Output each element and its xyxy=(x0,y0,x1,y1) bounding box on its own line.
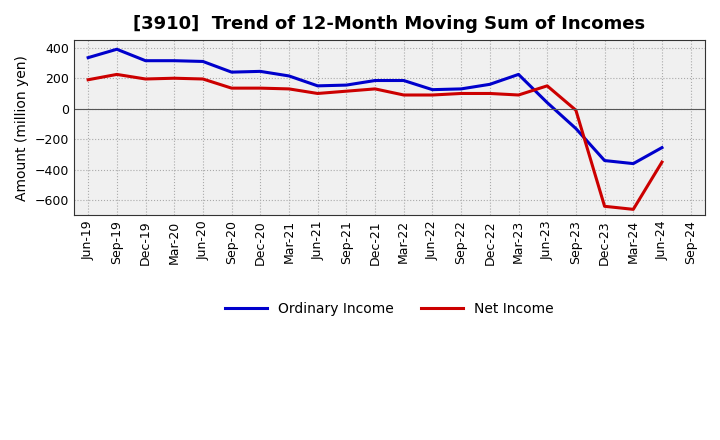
Net Income xyxy=(228,85,236,91)
Net Income xyxy=(141,77,150,82)
Net Income xyxy=(284,86,293,92)
Net Income xyxy=(199,77,207,82)
Ordinary Income xyxy=(629,161,638,166)
Ordinary Income xyxy=(485,82,494,87)
Title: [3910]  Trend of 12-Month Moving Sum of Incomes: [3910] Trend of 12-Month Moving Sum of I… xyxy=(133,15,645,33)
Net Income xyxy=(514,92,523,98)
Ordinary Income xyxy=(199,59,207,64)
Line: Ordinary Income: Ordinary Income xyxy=(88,49,662,164)
Ordinary Income xyxy=(170,58,179,63)
Ordinary Income xyxy=(342,82,351,88)
Ordinary Income xyxy=(543,100,552,105)
Ordinary Income xyxy=(456,86,465,92)
Ordinary Income xyxy=(600,158,609,163)
Net Income xyxy=(256,85,265,91)
Ordinary Income xyxy=(572,126,580,131)
Ordinary Income xyxy=(84,55,92,60)
Ordinary Income xyxy=(428,87,437,92)
Ordinary Income xyxy=(284,73,293,79)
Ordinary Income xyxy=(371,78,379,83)
Net Income xyxy=(428,92,437,98)
Net Income xyxy=(371,86,379,92)
Ordinary Income xyxy=(141,58,150,63)
Net Income xyxy=(629,207,638,212)
Net Income xyxy=(485,91,494,96)
Net Income xyxy=(456,91,465,96)
Net Income xyxy=(313,91,322,96)
Net Income xyxy=(400,92,408,98)
Net Income xyxy=(342,88,351,94)
Y-axis label: Amount (million yen): Amount (million yen) xyxy=(15,55,29,201)
Net Income xyxy=(600,204,609,209)
Net Income xyxy=(84,77,92,82)
Net Income xyxy=(112,72,121,77)
Ordinary Income xyxy=(514,72,523,77)
Net Income xyxy=(170,76,179,81)
Legend: Ordinary Income, Net Income: Ordinary Income, Net Income xyxy=(220,296,559,321)
Ordinary Income xyxy=(256,69,265,74)
Ordinary Income xyxy=(657,145,666,150)
Ordinary Income xyxy=(313,83,322,88)
Ordinary Income xyxy=(400,78,408,83)
Ordinary Income xyxy=(112,47,121,52)
Net Income xyxy=(657,159,666,165)
Net Income xyxy=(572,108,580,113)
Net Income xyxy=(543,83,552,88)
Ordinary Income xyxy=(228,70,236,75)
Line: Net Income: Net Income xyxy=(88,74,662,209)
